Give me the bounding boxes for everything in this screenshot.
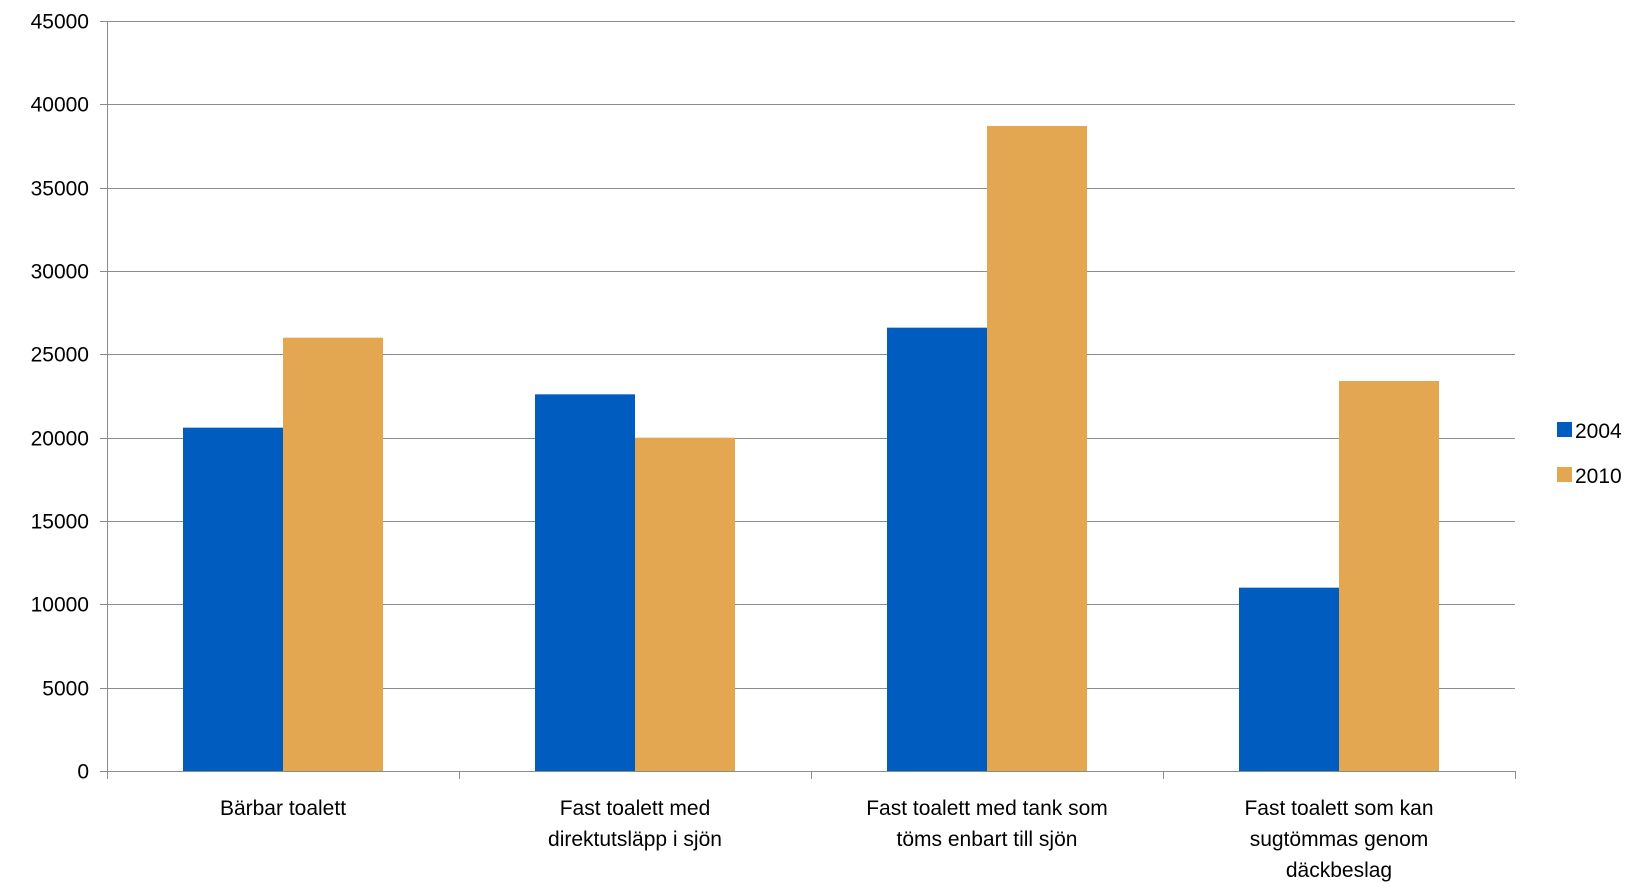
x-tick-label: direktutsläpp i sjön <box>548 828 722 851</box>
y-tick-label: 0 <box>77 761 89 784</box>
y-tick-label: 15000 <box>31 511 89 534</box>
x-axis-ticks: Bärbar toalett Fast toalett med direktutsl… <box>220 797 1434 882</box>
y-tick-label: 45000 <box>31 11 89 34</box>
x-tick-label: Fast toalett som kan <box>1244 797 1433 820</box>
x-tick-label: Fast toalett med <box>560 797 711 820</box>
bar-2010-1 <box>283 337 383 771</box>
y-axis-ticks: 0 5000 10000 15000 20000 25000 30000 35000 40000… <box>31 11 89 784</box>
bars <box>183 126 1439 771</box>
legend-label-2010: 2010 <box>1575 465 1622 488</box>
y-tick-label: 5000 <box>42 678 89 701</box>
legend-swatch-2010 <box>1557 467 1572 482</box>
y-tick-label: 30000 <box>31 261 89 284</box>
y-tick-label: 40000 <box>31 94 89 117</box>
bar-2010-4 <box>1339 381 1439 771</box>
legend-label-2004: 2004 <box>1575 420 1622 443</box>
x-tick-label: töms enbart till sjön <box>897 828 1078 851</box>
legend-swatch-2004 <box>1557 422 1572 437</box>
x-tick-label: Fast toalett med tank som <box>866 797 1108 820</box>
bar-2004-3 <box>887 327 987 771</box>
bar-2010-2 <box>635 437 735 771</box>
bar-2004-4 <box>1239 587 1339 771</box>
y-tick-label: 25000 <box>31 344 89 367</box>
y-tick-label: 35000 <box>31 178 89 201</box>
x-tick-label: Bärbar toalett <box>220 797 346 820</box>
legend: 2004 2010 <box>1557 420 1622 488</box>
y-tick-label: 20000 <box>31 428 89 451</box>
bar-2004-1 <box>183 427 283 771</box>
bar-2004-2 <box>535 394 635 771</box>
bar-2010-3 <box>987 126 1087 771</box>
y-tick-label: 10000 <box>31 594 89 617</box>
x-tick-label: sugtömmas genom <box>1250 828 1429 851</box>
axes <box>100 21 1516 779</box>
x-tick-label: däckbeslag <box>1286 859 1392 882</box>
